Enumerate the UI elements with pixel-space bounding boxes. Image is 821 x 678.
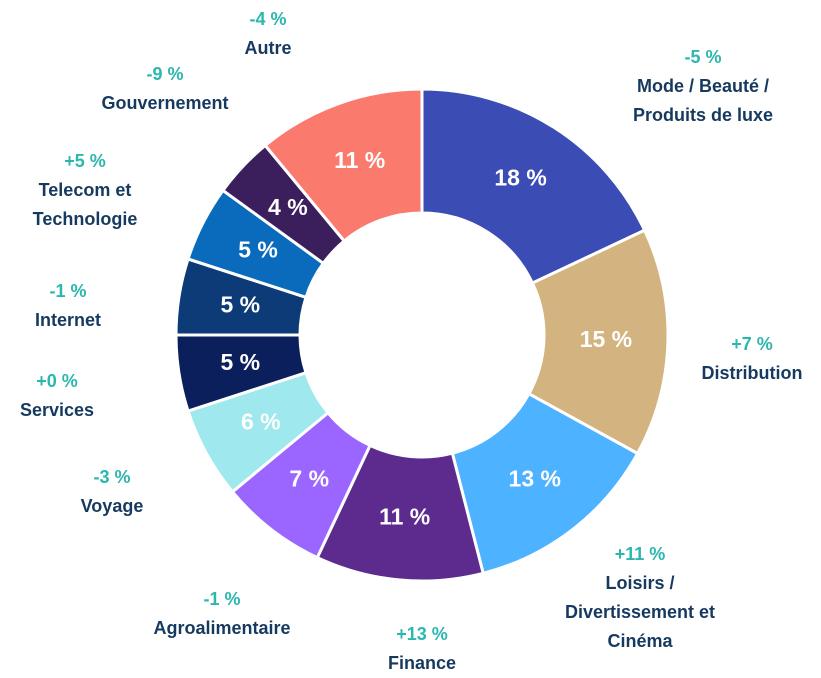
category-label: +5 % Telecom et Technologie — [10, 147, 160, 234]
category-name: Internet — [34, 310, 101, 330]
value-label: 5 % — [238, 237, 278, 263]
change-label: +11 % — [614, 544, 666, 564]
category-name: Autre — [244, 38, 292, 58]
category-name: Services — [19, 400, 95, 420]
value-label: 18 % — [494, 165, 546, 191]
change-label: -9 % — [146, 64, 184, 84]
category-label: -1 % Agroalimentaire — [122, 585, 322, 643]
change-label: -1 % — [49, 281, 87, 301]
change-label: +0 % — [36, 371, 78, 391]
category-label: +0 % Services — [0, 367, 117, 425]
category-label: +11 % Loisirs / Divertissement et Cinéma — [550, 540, 730, 656]
change-label: +13 % — [396, 624, 448, 644]
category-label: -4 % Autre — [208, 5, 328, 63]
category-label: -9 % Gouvernement — [65, 60, 265, 118]
category-name: Telecom et Technologie — [32, 180, 138, 229]
category-label: -3 % Voyage — [52, 463, 172, 521]
value-label: 11 % — [334, 147, 385, 173]
value-label: 13 % — [509, 465, 561, 491]
change-label: -5 % — [684, 47, 722, 67]
segment — [450, 391, 640, 576]
category-label: +7 % Distribution — [677, 330, 821, 388]
category-name: Loisirs / Divertissement et Cinéma — [564, 573, 716, 651]
change-label: +5 % — [64, 151, 106, 171]
change-label: -3 % — [93, 467, 131, 487]
value-label: 4 % — [268, 194, 308, 220]
category-label: +13 % Finance — [362, 620, 482, 678]
segment — [526, 228, 670, 456]
segment — [420, 87, 647, 286]
value-label: 11 % — [379, 503, 430, 529]
category-name: Mode / Beauté / Produits de luxe — [632, 76, 774, 125]
change-label: -4 % — [249, 9, 287, 29]
value-label: 6 % — [241, 409, 281, 435]
value-label: 15 % — [580, 326, 632, 352]
value-label: 7 % — [289, 465, 329, 491]
value-label: 5 % — [220, 349, 260, 375]
category-name: Finance — [387, 653, 457, 673]
change-label: +7 % — [731, 334, 773, 354]
category-name: Distribution — [701, 363, 803, 383]
category-name: Gouvernement — [101, 93, 229, 113]
category-name: Agroalimentaire — [153, 618, 291, 638]
value-label: 5 % — [220, 291, 260, 317]
change-label: -1 % — [203, 589, 241, 609]
category-label: -5 % Mode / Beauté / Produits de luxe — [603, 43, 803, 130]
category-label: -1 % Internet — [8, 277, 128, 335]
category-name: Voyage — [80, 496, 144, 516]
segment — [263, 87, 424, 244]
